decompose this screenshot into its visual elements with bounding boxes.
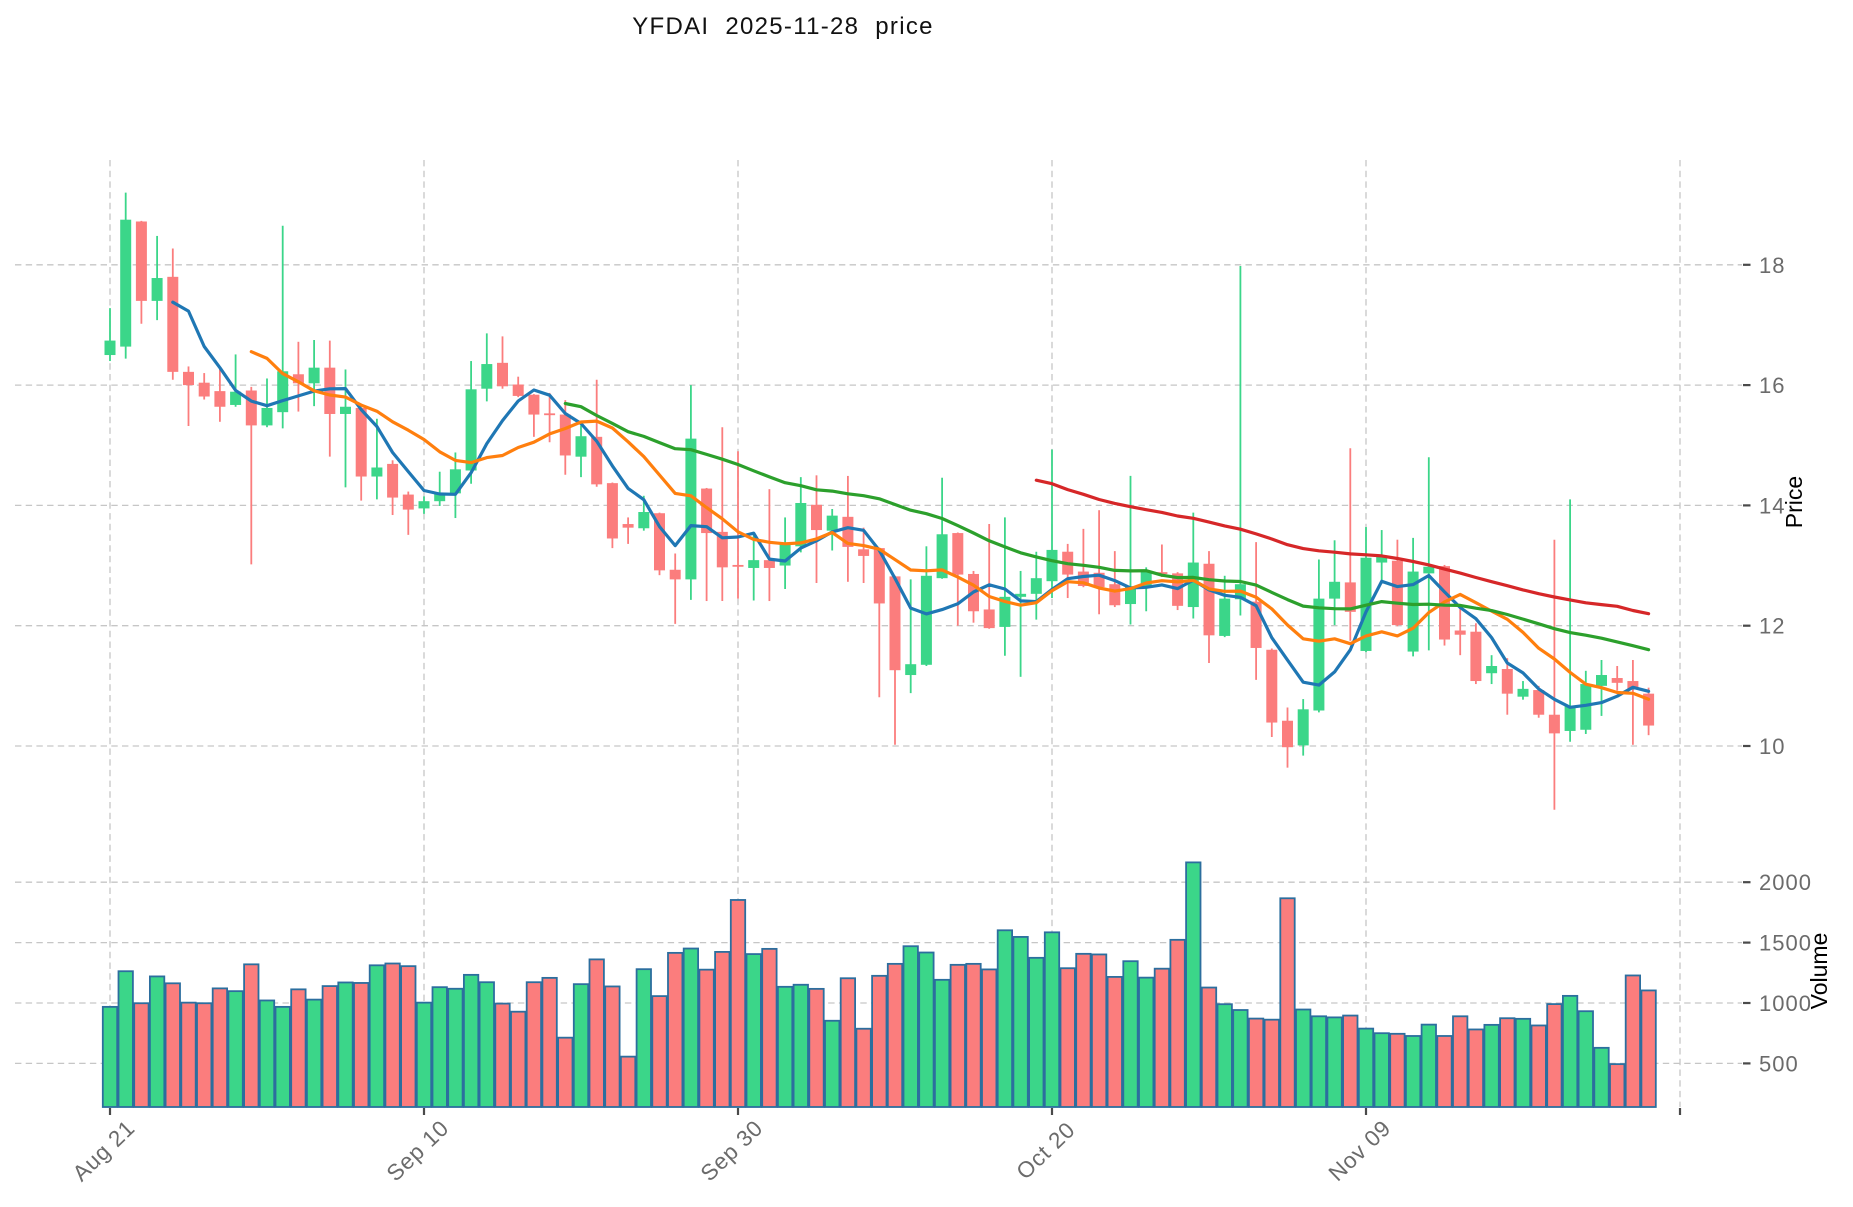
svg-text:2000: 2000 [1759,870,1812,895]
svg-text:1000: 1000 [1759,991,1812,1016]
svg-text:12: 12 [1759,614,1785,639]
svg-text:Volume: Volume [1806,933,1832,1010]
svg-text:Price: Price [1781,476,1807,528]
svg-text:16: 16 [1759,373,1785,398]
svg-text:YFDAI 2025-11-28 price: YFDAI 2025-11-28 price [632,13,934,40]
svg-text:14: 14 [1759,493,1785,518]
svg-text:18: 18 [1759,253,1785,278]
svg-text:500: 500 [1759,1051,1799,1076]
svg-text:10: 10 [1759,734,1785,759]
svg-text:1500: 1500 [1759,931,1812,956]
